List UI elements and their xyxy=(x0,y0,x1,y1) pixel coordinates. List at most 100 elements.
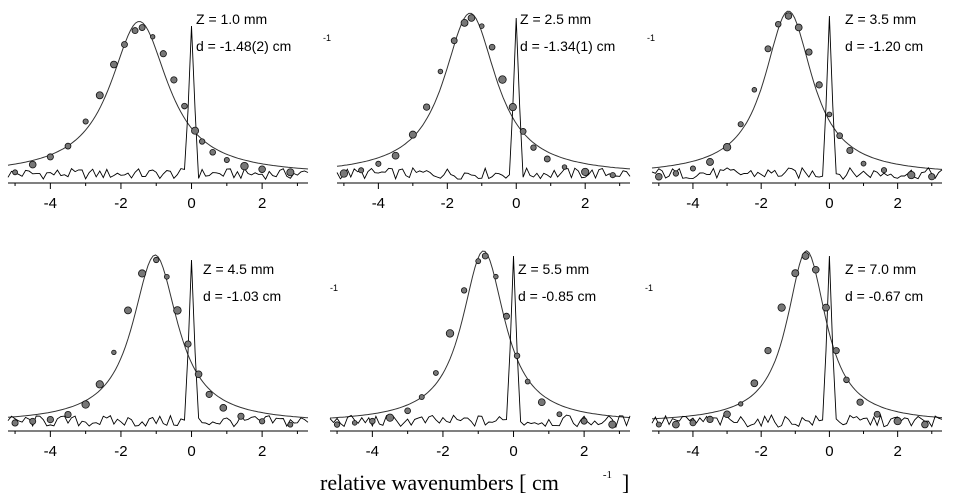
data-point xyxy=(437,68,444,75)
d-exponent: -1 xyxy=(645,283,653,293)
data-point xyxy=(46,415,54,424)
chart-panel: -4 -2 0 2 Z = 4.5 mm d = -1.03 cm -1 xyxy=(7,254,338,460)
data-point xyxy=(64,142,72,150)
data-point xyxy=(860,160,867,167)
x-tick-label: -4 xyxy=(44,195,57,212)
data-point xyxy=(339,169,349,178)
data-point xyxy=(163,273,170,280)
data-point xyxy=(843,376,850,384)
data-point xyxy=(537,398,546,407)
data-point xyxy=(751,87,758,93)
x-tick-label: 0 xyxy=(825,195,833,212)
data-point xyxy=(12,169,18,176)
chart-panel: -4 -2 0 2 Z = 5.5 mm d = -0.85 cm -1 xyxy=(329,250,653,460)
chart-panel: -4 -2 0 2 Z = 1.0 mm d = -1.48(2) cm -1 xyxy=(7,11,331,212)
data-point xyxy=(259,418,266,425)
data-point xyxy=(219,404,228,412)
fit-curve xyxy=(329,250,631,419)
x-tick-label: 2 xyxy=(581,195,589,212)
data-point xyxy=(481,252,489,260)
z-label: Z = 3.5 mm xyxy=(845,11,916,27)
data-point xyxy=(287,421,294,428)
data-point xyxy=(205,390,213,398)
data-point xyxy=(194,370,203,379)
data-point xyxy=(503,312,510,320)
z-label: Z = 1.0 mm xyxy=(196,11,267,27)
d-exponent: -1 xyxy=(323,33,331,43)
x-tick-label: 2 xyxy=(893,195,901,212)
data-point xyxy=(138,269,147,278)
data-point xyxy=(784,12,793,20)
data-point xyxy=(672,170,680,177)
data-point xyxy=(737,121,744,128)
data-point xyxy=(812,266,820,274)
data-point xyxy=(856,398,864,406)
z-label: Z = 4.5 mm xyxy=(203,261,274,277)
x-tick-label: 2 xyxy=(580,443,588,460)
data-point xyxy=(794,23,803,32)
data-point xyxy=(706,158,714,166)
data-point xyxy=(404,407,411,415)
z-label: Z = 7.0 mm xyxy=(845,261,916,277)
d-label: d = -1.34(1) cm xyxy=(520,38,615,54)
reference-spectrum xyxy=(7,25,309,181)
data-point xyxy=(689,165,696,172)
data-point xyxy=(170,76,178,84)
data-point xyxy=(95,91,104,100)
data-point xyxy=(153,256,160,264)
data-point xyxy=(150,34,156,40)
reference-spectrum xyxy=(651,15,943,180)
data-point xyxy=(408,130,417,139)
data-point xyxy=(893,417,902,426)
data-point xyxy=(846,146,854,155)
data-point xyxy=(764,346,772,355)
data-point xyxy=(706,415,714,423)
data-point xyxy=(479,23,485,29)
x-axis-title-close: ] xyxy=(622,470,630,495)
data-point xyxy=(815,81,823,89)
x-tick-label: 0 xyxy=(825,443,833,460)
data-point xyxy=(764,45,772,53)
data-point xyxy=(530,144,537,151)
data-point xyxy=(391,151,400,160)
data-point xyxy=(722,143,732,152)
data-point xyxy=(375,160,382,167)
x-tick-label: 0 xyxy=(512,195,520,212)
data-point xyxy=(124,306,132,315)
data-point xyxy=(832,347,840,355)
data-point xyxy=(475,258,482,265)
data-point xyxy=(460,18,469,27)
data-point xyxy=(873,410,881,418)
data-point xyxy=(28,160,37,169)
x-tick-label: 0 xyxy=(509,443,517,460)
data-point xyxy=(524,378,531,385)
fit-curve xyxy=(651,10,943,170)
data-point xyxy=(822,303,830,312)
d-label: d = -1.48(2) cm xyxy=(196,38,291,54)
d-label: d = -1.03 cm xyxy=(203,288,281,304)
data-point xyxy=(467,14,476,22)
data-point xyxy=(445,329,455,338)
x-tick-label: -4 xyxy=(372,195,385,212)
chart-panel: -4 -2 0 2 Z = 2.5 mm d = -1.34(1) cm -1 xyxy=(336,11,655,212)
data-point xyxy=(880,167,888,174)
data-point xyxy=(608,420,617,429)
x-tick-label: -2 xyxy=(114,443,127,460)
x-tick-label: -4 xyxy=(686,195,699,212)
x-axis-title-exponent: -1 xyxy=(602,469,613,481)
data-point xyxy=(513,352,521,359)
reference-spectrum xyxy=(651,255,943,428)
data-point xyxy=(121,41,128,48)
data-point xyxy=(422,103,431,111)
d-label: d = -0.67 cm xyxy=(845,288,923,304)
data-point xyxy=(561,164,568,170)
x-tick-label: 0 xyxy=(187,443,195,460)
reference-spectrum xyxy=(336,17,631,181)
data-point xyxy=(159,50,167,58)
data-point xyxy=(609,172,616,179)
data-point xyxy=(921,420,929,429)
data-point xyxy=(46,153,54,161)
